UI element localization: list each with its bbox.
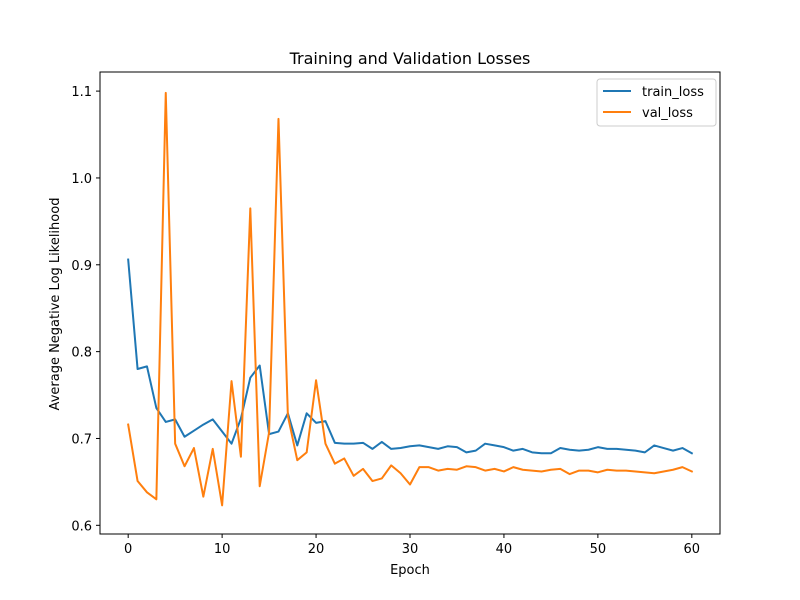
x-tick-label: 10 [214,542,231,557]
y-tick-label: 0.6 [71,519,92,534]
legend: train_loss val_loss [596,78,717,127]
y-tick-label: 1.0 [71,172,92,187]
x-tick-label: 50 [590,542,607,557]
x-tick-label: 30 [402,542,419,557]
x-tick-label: 0 [124,542,132,557]
y-tick-label: 0.9 [71,259,92,274]
legend-label-val-loss: val_loss [642,106,693,121]
y-axis-label: Average Negative Log Likelihood [48,198,63,411]
x-axis: 0 10 20 30 40 50 60 [124,534,700,557]
x-tick-label: 40 [496,542,513,557]
x-tick-label: 60 [684,542,701,557]
x-axis-label: Epoch [390,563,430,578]
y-axis: 0.6 0.7 0.8 0.9 1.0 1.1 [71,85,100,534]
x-tick-label: 20 [308,542,325,557]
y-tick-label: 0.8 [71,346,92,361]
chart-title: Training and Validation Losses [289,49,531,68]
legend-label-train-loss: train_loss [642,85,704,100]
plot-area [99,71,721,535]
series-line-val-loss [127,91,694,507]
y-tick-label: 1.1 [71,85,92,100]
series-line-train-loss [127,258,694,455]
y-tick-label: 0.7 [71,432,92,447]
axes-frame [99,71,721,535]
